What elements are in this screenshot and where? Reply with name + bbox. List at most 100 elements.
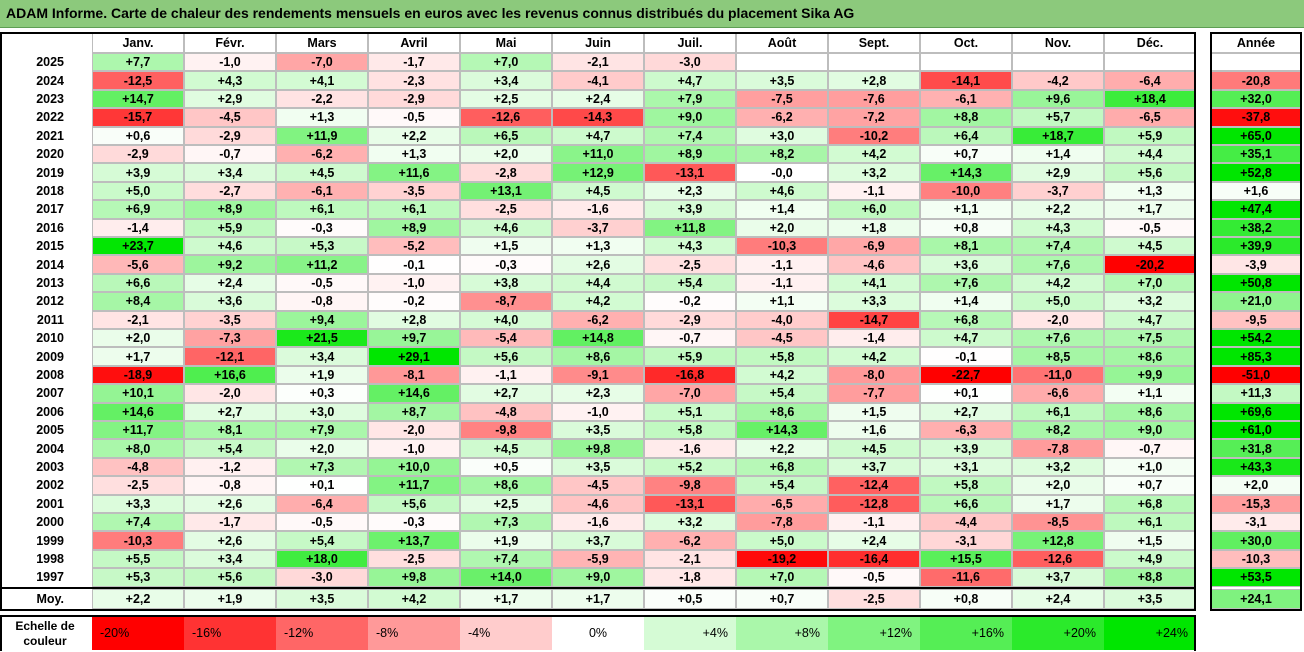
- main-table-border-bottom: [0, 609, 1196, 611]
- year-label: 2007: [36, 386, 64, 401]
- heat-cell: -1,1: [828, 181, 920, 201]
- month-header: Sept.: [828, 33, 920, 53]
- heat-cell: +1,4: [1012, 145, 1104, 164]
- heat-cell: -2,9: [92, 145, 184, 164]
- year-label: 2000: [36, 515, 64, 530]
- heat-cell: +7,4: [644, 126, 736, 145]
- heat-cell: -8,0: [828, 365, 920, 385]
- heat-cell: +0,8: [920, 218, 1012, 237]
- heat-cell: +9,0: [644, 108, 736, 127]
- heat-cell: -7,0: [276, 53, 368, 72]
- heat-cell: +3,7: [1012, 568, 1104, 587]
- heat-cell: +14,7: [92, 89, 184, 109]
- annual-cell: +38,2: [1211, 218, 1301, 237]
- heat-cell: +5,9: [1104, 126, 1196, 145]
- heat-cell: +3,4: [276, 347, 368, 366]
- heat-cell: -11,6: [920, 568, 1012, 587]
- heat-cell: +3,1: [920, 457, 1012, 477]
- heat-cell: -2,3: [368, 71, 460, 90]
- heat-cell: -1,4: [828, 329, 920, 348]
- heat-cell: -7,8: [1012, 439, 1104, 458]
- heat-cell: -12,6: [1012, 549, 1104, 569]
- heat-cell: -6,1: [276, 181, 368, 201]
- heat-cell: +14,6: [368, 384, 460, 403]
- heat-cell: +9,0: [552, 568, 644, 587]
- heat-cell: +9,8: [552, 439, 644, 458]
- heat-cell: -2,2: [276, 89, 368, 109]
- annual-cell: -3,1: [1211, 513, 1301, 532]
- annual-cell: +65,0: [1211, 126, 1301, 145]
- heat-cell: +3,2: [644, 513, 736, 532]
- heat-cell: +7,4: [1012, 237, 1104, 256]
- heat-cell: -1,7: [368, 53, 460, 72]
- heat-cell: +2,0: [1012, 476, 1104, 495]
- heat-cell: +4,0: [460, 310, 552, 329]
- heat-cell: +12,9: [552, 163, 644, 182]
- heat-cell: +5,0: [736, 531, 828, 550]
- month-header: Juin: [552, 33, 644, 53]
- heat-cell: +2,0: [276, 439, 368, 458]
- heat-cell: -1,4: [92, 218, 184, 237]
- annual-header: Année: [1211, 33, 1301, 53]
- heat-cell: +8,8: [1104, 568, 1196, 587]
- annual-cell: -15,3: [1211, 494, 1301, 513]
- heat-cell: +1,6: [828, 421, 920, 440]
- heat-cell: -6,6: [1012, 384, 1104, 403]
- year-label: 2025: [36, 55, 64, 70]
- main-table-border-top: [0, 32, 1196, 34]
- heat-cell: +1,3: [368, 145, 460, 164]
- heat-cell: -2,5: [368, 549, 460, 569]
- heat-cell: +2,6: [552, 255, 644, 274]
- year-label: 2015: [36, 239, 64, 254]
- heat-cell: +3,2: [1012, 457, 1104, 477]
- heat-cell: +8,6: [1104, 347, 1196, 366]
- year-label: 2016: [36, 220, 64, 235]
- heat-cell: [736, 53, 828, 72]
- heat-cell: +7,0: [736, 568, 828, 587]
- annual-cell: +21,0: [1211, 292, 1301, 311]
- heat-cell: -2,0: [368, 421, 460, 440]
- heat-cell: -7,6: [828, 89, 920, 109]
- heat-cell: +1,5: [460, 237, 552, 256]
- month-header: Avril: [368, 33, 460, 53]
- heat-cell: +3,5: [552, 421, 644, 440]
- heat-cell: +4,2: [1012, 273, 1104, 293]
- heat-cell: +0,7: [920, 145, 1012, 164]
- heat-cell: +4,4: [552, 273, 644, 293]
- heat-cell: -1,0: [368, 273, 460, 293]
- heat-cell: +3,8: [460, 273, 552, 293]
- heat-cell: +3,5: [552, 457, 644, 477]
- heat-cell: +1,3: [552, 237, 644, 256]
- heat-cell: +0,7: [1104, 476, 1196, 495]
- heat-cell: +4,5: [460, 439, 552, 458]
- annual-cell: +2,0: [1211, 476, 1301, 495]
- heat-cell: +14,8: [552, 329, 644, 348]
- heat-cell: +0,6: [92, 126, 184, 145]
- month-header: Nov.: [1012, 33, 1104, 53]
- heat-cell: +3,6: [184, 292, 276, 311]
- heat-cell: +10,0: [368, 457, 460, 477]
- heat-cell: +2,2: [368, 126, 460, 145]
- heat-cell: +0,3: [276, 384, 368, 403]
- heat-cell: +13,7: [368, 531, 460, 550]
- average-cell: +3,5: [276, 588, 368, 609]
- heat-cell: -0,5: [1104, 218, 1196, 237]
- heat-cell: +2,7: [920, 402, 1012, 421]
- heat-cell: +14,3: [736, 421, 828, 440]
- heat-cell: +13,1: [460, 181, 552, 201]
- heat-cell: -9,8: [644, 476, 736, 495]
- color-scale-swatch: +24%: [1104, 616, 1196, 650]
- heat-cell: +9,9: [1104, 365, 1196, 385]
- heat-cell: +5,9: [184, 218, 276, 237]
- color-scale-swatch: +12%: [828, 616, 920, 650]
- heat-cell: +5,0: [1012, 292, 1104, 311]
- month-header: Déc.: [1104, 33, 1196, 53]
- heat-cell: +3,9: [92, 163, 184, 182]
- annual-cell: -9,5: [1211, 310, 1301, 329]
- heat-cell: +6,1: [1104, 513, 1196, 532]
- heat-cell: -4,0: [736, 310, 828, 329]
- year-label: 2019: [36, 165, 64, 180]
- heat-cell: -2,7: [184, 181, 276, 201]
- heat-cell: +2,4: [552, 89, 644, 109]
